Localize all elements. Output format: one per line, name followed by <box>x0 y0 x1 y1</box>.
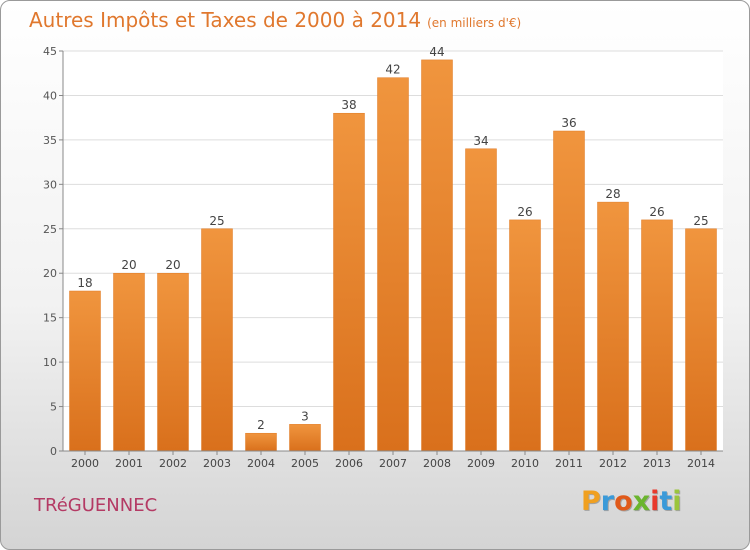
logo-letter: P <box>581 486 601 517</box>
logo-letter: o <box>614 486 633 517</box>
bar-value-label: 3 <box>301 409 309 423</box>
bar-value-label: 18 <box>77 276 92 290</box>
bar <box>333 112 365 452</box>
logo-letter: t <box>659 486 673 517</box>
bar-value-label: 25 <box>209 214 224 228</box>
bar <box>289 424 321 452</box>
x-tick-label: 2013 <box>643 457 671 470</box>
proxiti-logo: Proxiti <box>581 486 682 517</box>
logo-letter: x <box>632 486 651 517</box>
bar-value-label: 34 <box>473 134 488 148</box>
x-tick-label: 2006 <box>335 457 363 470</box>
x-tick-label: 2012 <box>599 457 627 470</box>
bar-value-label: 42 <box>385 63 400 77</box>
bar-value-label: 26 <box>649 205 664 219</box>
bar <box>641 219 673 452</box>
y-tick-label: 5 <box>50 401 57 414</box>
y-tick-label: 0 <box>50 445 57 458</box>
bar <box>597 201 629 452</box>
x-tick-label: 2005 <box>291 457 319 470</box>
bar-value-label: 20 <box>121 258 136 272</box>
y-tick-label: 30 <box>43 178 57 191</box>
city-name: TRéGUENNEC <box>34 495 158 516</box>
bar <box>69 290 101 452</box>
x-tick-label: 2003 <box>203 457 231 470</box>
bar <box>245 432 277 452</box>
x-tick-label: 2008 <box>423 457 451 470</box>
bar-value-label: 20 <box>165 258 180 272</box>
bar-value-label: 25 <box>693 214 708 228</box>
y-tick-label: 20 <box>43 267 57 280</box>
bar-value-label: 36 <box>561 116 576 130</box>
bar <box>421 59 453 452</box>
y-tick-label: 10 <box>43 356 57 369</box>
bar <box>157 272 189 452</box>
logo-letter: r <box>600 486 615 517</box>
bar-value-label: 28 <box>605 187 620 201</box>
x-tick-label: 2011 <box>555 457 583 470</box>
bar <box>113 272 145 452</box>
x-tick-label: 2000 <box>71 457 99 470</box>
bar-value-label: 44 <box>429 45 444 59</box>
x-tick-label: 2007 <box>379 457 407 470</box>
bar-value-label: 2 <box>257 418 265 432</box>
y-tick-label: 40 <box>43 89 57 102</box>
x-tick-label: 2009 <box>467 457 495 470</box>
x-tick-label: 2001 <box>115 457 143 470</box>
x-tick-label: 2014 <box>687 457 715 470</box>
bar <box>553 130 585 452</box>
bar <box>685 228 717 452</box>
bar <box>509 219 541 452</box>
bar <box>377 77 409 452</box>
bar <box>465 148 497 452</box>
x-tick-label: 2010 <box>511 457 539 470</box>
chart-title-text: Autres Impôts et Taxes de 2000 à 2014 <box>29 8 422 32</box>
y-tick-label: 15 <box>43 312 57 325</box>
x-tick-label: 2004 <box>247 457 275 470</box>
logo-letter: i <box>672 486 682 517</box>
bar-value-label: 38 <box>341 98 356 112</box>
chart-title: Autres Impôts et Taxes de 2000 à 2014 (en… <box>29 8 521 32</box>
logo-letter: i <box>650 486 660 517</box>
y-tick-label: 25 <box>43 223 57 236</box>
chart-title-unit: (en milliers d'€) <box>427 16 522 30</box>
bar-value-label: 26 <box>517 205 532 219</box>
y-tick-label: 35 <box>43 134 57 147</box>
x-tick-label: 2002 <box>159 457 187 470</box>
y-tick-label: 45 <box>43 45 57 58</box>
bar <box>201 228 233 452</box>
